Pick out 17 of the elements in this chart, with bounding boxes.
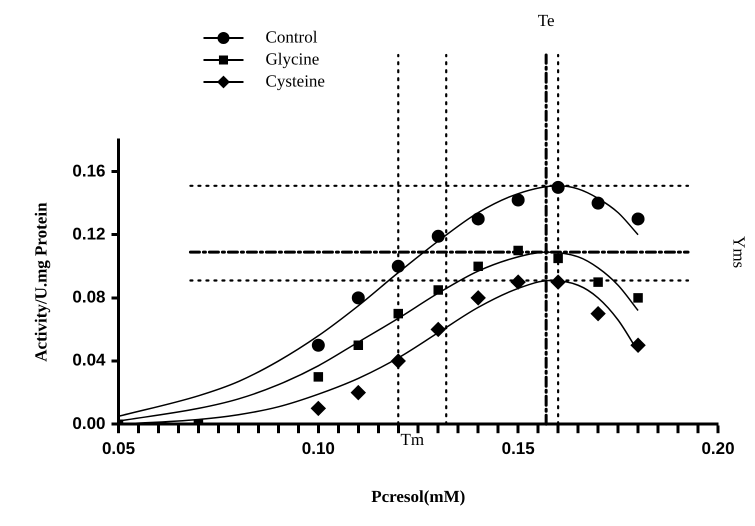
x-tick-label: 0.20 (701, 439, 735, 458)
y-tick-label: 0.16 (72, 161, 106, 180)
x-tick-label: 0.05 (102, 439, 136, 458)
x-tick-label: 0.10 (302, 439, 335, 458)
y-axis-title: Activity/U.mg Protein (32, 202, 51, 362)
y-tick-label: 0.08 (72, 288, 106, 307)
x-axis-title: Pcresol(mM) (371, 487, 466, 506)
y-tick-label: 0.04 (72, 350, 106, 370)
y-tick-label: 0.12 (72, 224, 106, 244)
x-tick-label: 0.15 (502, 439, 535, 458)
y-tick-label: 0.00 (72, 414, 106, 433)
text: Tm (400, 430, 424, 450)
legend-label: Cysteine (265, 71, 325, 90)
ref-line-label: Yms (730, 236, 749, 268)
legend-label: Glycine (265, 49, 320, 68)
ref-line-label: Te (538, 10, 555, 30)
legend-label: Control (265, 27, 318, 46)
